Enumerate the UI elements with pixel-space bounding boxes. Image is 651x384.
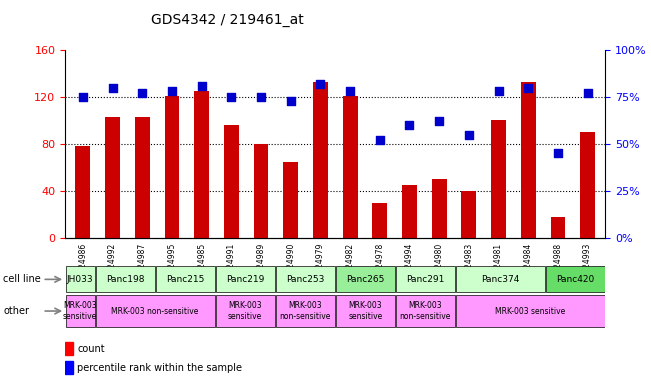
Bar [65, 342, 73, 355]
Point [374, 137, 385, 143]
FancyBboxPatch shape [96, 296, 215, 326]
Text: MRK-003
non-sensitive: MRK-003 non-sensitive [279, 301, 331, 321]
Point [464, 132, 474, 138]
FancyBboxPatch shape [336, 266, 395, 292]
Point [107, 84, 118, 91]
Point [434, 118, 445, 124]
Bar [105, 117, 120, 238]
Bar [462, 191, 477, 238]
Text: Panc253: Panc253 [286, 275, 324, 284]
Point [523, 84, 533, 91]
Text: Panc265: Panc265 [346, 275, 385, 284]
FancyBboxPatch shape [336, 296, 395, 326]
FancyBboxPatch shape [456, 266, 545, 292]
Point [583, 90, 593, 96]
FancyBboxPatch shape [456, 296, 605, 326]
Bar [194, 91, 209, 238]
Text: other: other [3, 306, 29, 316]
Bar [254, 144, 268, 238]
Bar [224, 125, 239, 238]
Text: cell line: cell line [3, 274, 41, 285]
Point [493, 88, 504, 94]
Point [167, 88, 177, 94]
Text: Panc219: Panc219 [226, 275, 264, 284]
Text: GDS4342 / 219461_at: GDS4342 / 219461_at [152, 13, 304, 27]
Bar [402, 185, 417, 238]
Point [315, 81, 326, 87]
FancyBboxPatch shape [276, 296, 335, 326]
Bar [521, 82, 536, 238]
FancyBboxPatch shape [546, 266, 605, 292]
Bar [165, 96, 180, 238]
Bar [432, 179, 447, 238]
Bar [76, 146, 90, 238]
Text: MRK-003
sensitive: MRK-003 sensitive [348, 301, 382, 321]
FancyBboxPatch shape [96, 266, 154, 292]
Point [256, 94, 266, 100]
Bar [135, 117, 150, 238]
FancyBboxPatch shape [396, 266, 455, 292]
Text: JH033: JH033 [67, 275, 94, 284]
Point [553, 151, 563, 157]
FancyBboxPatch shape [396, 296, 455, 326]
Bar [342, 96, 357, 238]
Bar [491, 121, 506, 238]
FancyBboxPatch shape [66, 266, 94, 292]
Point [77, 94, 88, 100]
FancyBboxPatch shape [215, 296, 275, 326]
Point [345, 88, 355, 94]
FancyBboxPatch shape [276, 266, 335, 292]
FancyBboxPatch shape [156, 266, 215, 292]
Point [226, 94, 236, 100]
FancyBboxPatch shape [215, 266, 275, 292]
Bar [580, 132, 595, 238]
Point [286, 98, 296, 104]
Text: Panc420: Panc420 [557, 275, 594, 284]
Bar [372, 203, 387, 238]
Text: MRK-003
sensitive: MRK-003 sensitive [228, 301, 262, 321]
Bar [283, 162, 298, 238]
Text: MRK-003 sensitive: MRK-003 sensitive [495, 306, 566, 316]
Bar [551, 217, 565, 238]
Point [404, 122, 415, 128]
Text: MRK-003
non-sensitive: MRK-003 non-sensitive [400, 301, 451, 321]
Text: count: count [77, 344, 105, 354]
Point [137, 90, 148, 96]
Text: percentile rank within the sample: percentile rank within the sample [77, 363, 242, 373]
Point [197, 83, 207, 89]
Text: Panc291: Panc291 [406, 275, 445, 284]
Text: MRK-003
sensitive: MRK-003 sensitive [63, 301, 97, 321]
Text: Panc374: Panc374 [481, 275, 519, 284]
Bar [313, 82, 328, 238]
Text: Panc198: Panc198 [106, 275, 145, 284]
Bar [65, 361, 73, 374]
FancyBboxPatch shape [66, 296, 94, 326]
Text: MRK-003 non-sensitive: MRK-003 non-sensitive [111, 306, 199, 316]
Text: Panc215: Panc215 [166, 275, 204, 284]
